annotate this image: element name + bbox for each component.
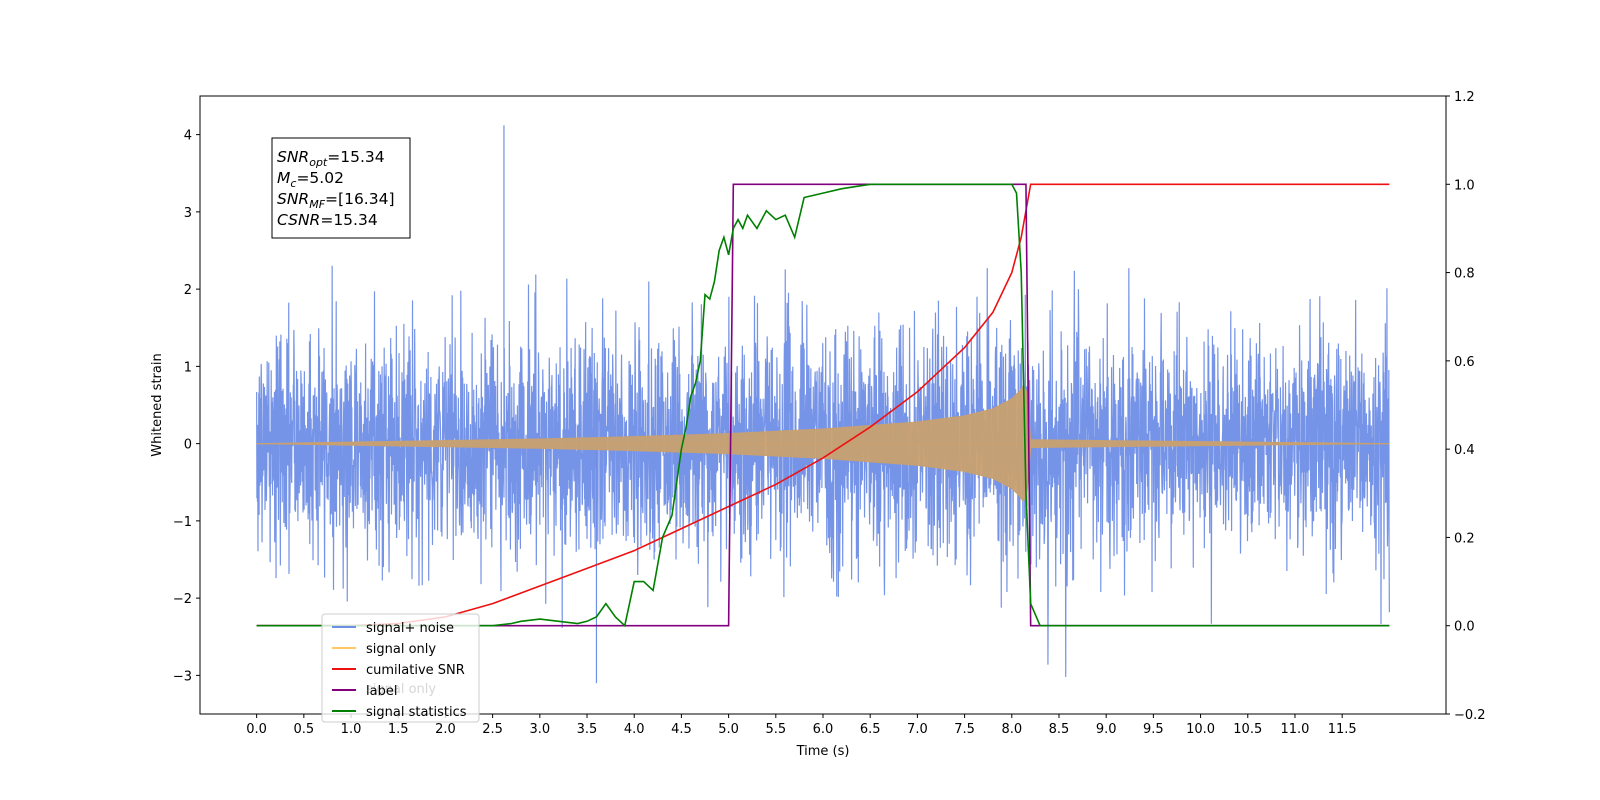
annotation-line: SNRopt=15.34 <box>277 148 385 169</box>
x-tick-label: 1.0 <box>341 722 362 737</box>
y-tick-label: 4 <box>184 129 192 144</box>
x-tick-label: 2.0 <box>435 722 456 737</box>
annotation-symbol: CSNR <box>277 211 320 229</box>
annotation-subscript: c <box>290 177 296 190</box>
annotation-line: SNRMF=[16.34] <box>277 190 395 211</box>
legend-label: signal only <box>366 642 436 657</box>
x-tick-label: 7.5 <box>954 722 975 737</box>
x-tick-label: 6.0 <box>813 722 834 737</box>
x-tick-label: 0.5 <box>293 722 314 737</box>
annotation-box: SNRopt=15.34Mc=5.02SNRMF=[16.34]CSNR=15.… <box>271 137 411 239</box>
annotation-symbol: M <box>277 169 290 187</box>
y2-tick-label: 0.8 <box>1454 267 1475 282</box>
x-tick-label: 11.5 <box>1328 722 1357 737</box>
annotation-subscript: MF <box>309 198 325 211</box>
x-tick-label: 9.5 <box>1143 722 1164 737</box>
x-tick-label: 4.0 <box>624 722 645 737</box>
legend-label: signal+ noise <box>366 621 454 636</box>
annotation-symbol: SNR <box>277 148 309 166</box>
annotation-value: =15.34 <box>327 148 384 166</box>
x-tick-label: 9.0 <box>1096 722 1117 737</box>
y-tick-label: 1 <box>184 360 192 375</box>
x-tick-label: 5.0 <box>718 722 739 737</box>
x-tick-label: 8.0 <box>1001 722 1022 737</box>
y2-tick-label: 0.4 <box>1454 443 1475 458</box>
x-tick-label: 10.5 <box>1233 722 1262 737</box>
y2-tick-label: 1.2 <box>1454 90 1475 105</box>
annotation-symbol: SNR <box>277 190 309 208</box>
x-tick-label: 1.5 <box>388 722 409 737</box>
x-tick-label: 5.5 <box>765 722 786 737</box>
legend-overlapped-text: signal only <box>366 682 436 697</box>
x-tick-label: 10.0 <box>1186 722 1215 737</box>
y-axis-right: −0.2 0.0 0.2 0.4 0.6 0.8 1.0 1.2 <box>1446 90 1486 723</box>
y-tick-label: −3 <box>173 669 192 684</box>
annotation-value: =[16.34] <box>325 190 394 208</box>
x-axis: 0.0 0.5 1.0 1.5 2.0 2.5 3.0 3.5 4.0 4.5 5.0 5.5 6.0 6… <box>246 714 1357 737</box>
annotation-value: =15.34 <box>320 211 377 229</box>
y-tick-label: −2 <box>173 592 192 607</box>
annotation-line: Mc=5.02 <box>277 169 344 190</box>
x-tick-label: 3.5 <box>577 722 598 737</box>
annotation-subscript: opt <box>309 156 328 169</box>
y2-tick-label: 0.2 <box>1454 531 1475 546</box>
annotation-value: =5.02 <box>296 169 344 187</box>
legend-label: label <box>366 684 397 699</box>
x-tick-label: 6.5 <box>860 722 881 737</box>
y-axis-left: −3 −2 −1 0 1 2 3 4 <box>173 129 200 684</box>
x-tick-label: 2.5 <box>482 722 503 737</box>
y-tick-label: 3 <box>184 206 192 221</box>
y-tick-label: −1 <box>173 515 192 530</box>
x-tick-label: 8.5 <box>1049 722 1070 737</box>
y-tick-label: 0 <box>184 438 192 453</box>
legend: signal only signal+ noise signal only cumil… <box>321 613 480 723</box>
legend-label: signal statistics <box>366 705 467 720</box>
x-tick-label: 7.0 <box>907 722 928 737</box>
y2-tick-label: 0.0 <box>1454 620 1475 635</box>
y2-tick-label: 1.0 <box>1454 178 1475 193</box>
x-tick-label: 3.0 <box>529 722 550 737</box>
y2-tick-label: 0.6 <box>1454 355 1475 370</box>
y2-tick-label: −0.2 <box>1454 708 1486 723</box>
x-tick-label: 0.0 <box>246 722 267 737</box>
x-axis-label: Time (s) <box>796 744 850 759</box>
annotation-line: CSNR=15.34 <box>277 211 378 229</box>
legend-label: cumilative SNR <box>366 663 465 678</box>
x-tick-label: 4.5 <box>671 722 692 737</box>
series-signal-noise <box>256 265 1390 678</box>
x-tick-label: 11.0 <box>1280 722 1309 737</box>
y-tick-label: 2 <box>184 283 192 298</box>
y-axis-label: Whitened strain <box>150 353 165 456</box>
series-signal-statistics <box>256 183 1390 628</box>
